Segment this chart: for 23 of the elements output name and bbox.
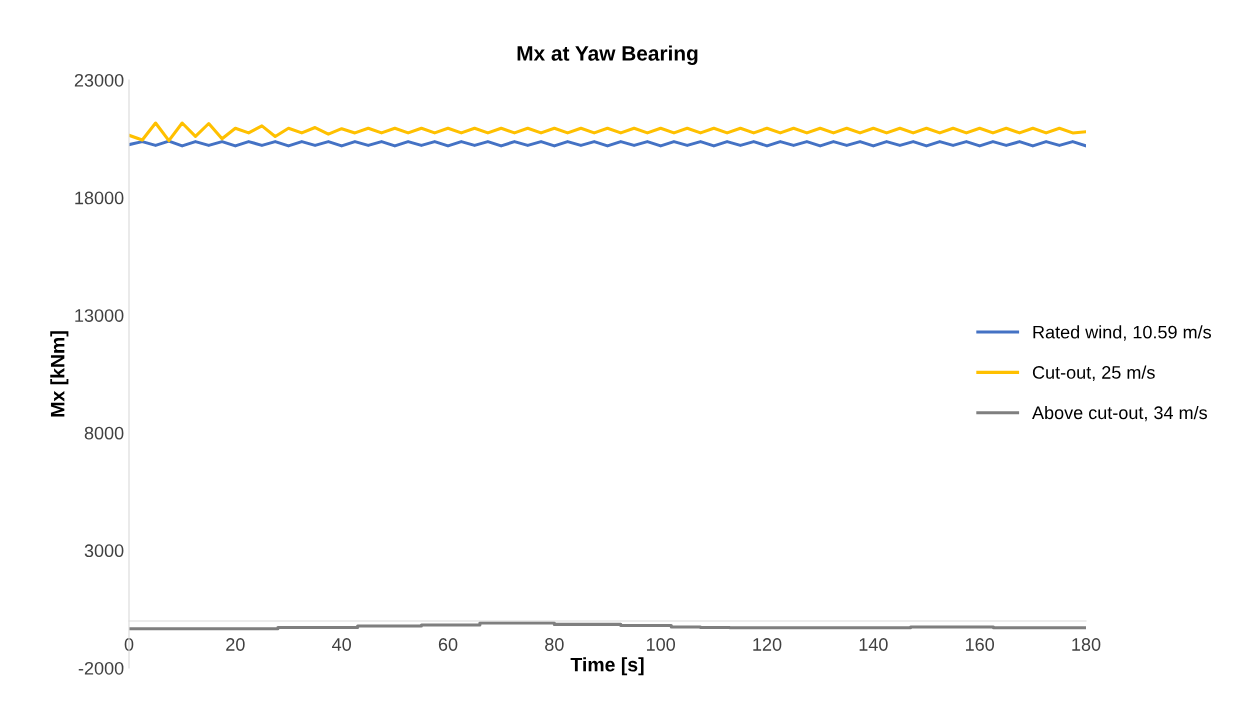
y-tick-label: 23000 — [74, 73, 124, 87]
y-tick-label: 13000 — [75, 309, 124, 322]
x-tick-label: 60 — [438, 638, 458, 651]
y-tick-label: 8000 — [84, 426, 124, 440]
x-tick-label: 40 — [332, 638, 351, 651]
legend-label: Above cut-out, 34 m/s — [1032, 405, 1207, 422]
x-tick-label: 180 — [1072, 638, 1101, 651]
legend-label: Rated wind, 10.59 m/s — [1033, 325, 1211, 341]
x-tick-label: 0 — [124, 638, 134, 651]
y-tick-label: -2000 — [78, 661, 124, 675]
x-tick-label: 100 — [646, 638, 676, 651]
x-tick-label: 140 — [859, 638, 888, 651]
y-tick-label: 18000 — [75, 191, 124, 205]
legend-label: Cut-out, 25 m/s — [1032, 365, 1155, 381]
x-tick-label: 20 — [226, 638, 245, 651]
line-series — [129, 121, 1086, 143]
x-tick-label: 120 — [753, 638, 782, 651]
chart-title: Mx at Yaw Bearing — [517, 45, 698, 65]
x-tick-label: 80 — [545, 638, 564, 651]
x-tick-label: 160 — [965, 638, 995, 651]
y-tick-label: 3000 — [84, 544, 124, 558]
x-axis-title: Time [s] — [570, 657, 644, 676]
y-axis-title: Mx [kNm] — [50, 331, 69, 417]
